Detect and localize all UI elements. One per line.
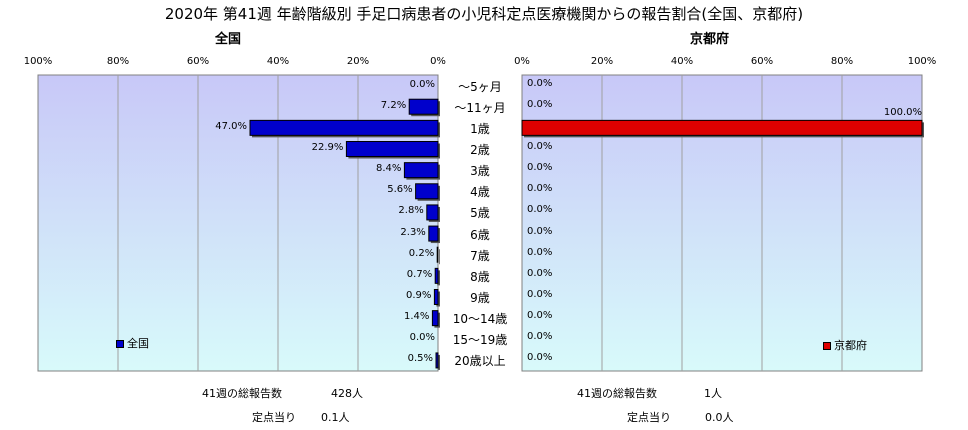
national-per-value: 0.1人 — [321, 411, 350, 424]
national-x-tick-label: 20% — [346, 56, 370, 67]
chart-title: 2020年 第41週 年齢階級別 手足口病患者の小児科定点医療機関からの報告割合… — [164, 5, 804, 23]
kyoto-per-value: 0.0人 — [705, 411, 734, 424]
category-label: 8歳 — [470, 269, 490, 284]
kyoto-total-value: 1人 — [704, 387, 722, 400]
kyoto-bar-value-label: 0.0% — [527, 204, 553, 216]
category-label: ～11ヶ月 — [454, 100, 506, 115]
category-label: 10～14歳 — [452, 312, 508, 327]
kyoto-per-label: 定点当り — [627, 411, 671, 424]
kyoto-x-tick-label: 60% — [750, 56, 774, 67]
national-bar-value-label: 47.0% — [215, 120, 247, 132]
category-label: 15～19歳 — [452, 333, 508, 348]
national-bar-value-label: 1.4% — [404, 311, 430, 323]
national-bar — [426, 204, 439, 221]
national-bar-value-label: 8.4% — [376, 163, 402, 175]
national-per-label: 定点当り — [252, 411, 296, 424]
national-bar-value-label: 2.3% — [400, 226, 426, 238]
national-bar-value-label: 7.2% — [380, 99, 407, 111]
national-bar — [436, 246, 439, 263]
kyoto-x-tick-label: 100% — [907, 56, 937, 67]
national-legend-label: 全国 — [127, 337, 149, 350]
national-bar — [431, 310, 439, 327]
kyoto-bar-value-label: 0.0% — [527, 267, 553, 279]
national-bar — [415, 183, 439, 200]
kyoto-x-tick-label: 20% — [590, 56, 614, 67]
national-total-value: 428人 — [331, 387, 363, 400]
national-bar-shadow — [438, 354, 440, 370]
national-bar-value-label: 5.6% — [387, 184, 413, 196]
national-x-tick-label: 0% — [430, 56, 446, 67]
national-bar — [433, 289, 439, 305]
kyoto-bar-value-label: 0.0% — [527, 162, 553, 174]
national-x-tick-label: 100% — [23, 56, 53, 67]
national-bar — [249, 119, 439, 136]
kyoto-x-tick-label: 0% — [514, 56, 530, 67]
kyoto-bar-value-label: 0.0% — [527, 183, 553, 195]
kyoto-bar-value-label: 100.0% — [883, 107, 922, 119]
category-label: 9歳 — [470, 291, 490, 305]
kyoto-bar-value-label: 0.0% — [527, 77, 553, 89]
kyoto-bar-value-label: 0.0% — [527, 289, 553, 300]
category-label: 3歳 — [470, 164, 490, 179]
category-label: 6歳 — [470, 227, 490, 242]
category-label: ～5ヶ月 — [458, 79, 502, 94]
national-bar-value-label: 2.8% — [398, 205, 424, 217]
kyoto-plot-area — [521, 74, 923, 372]
kyoto-bar-value-label: 0.0% — [527, 352, 553, 364]
kyoto-legend-label: 京都府 — [834, 339, 867, 352]
national-bar-value-label: 0.7% — [406, 268, 433, 280]
kyoto-total-label: 41週の総報告数 — [577, 387, 657, 400]
category-label: 2歳 — [470, 143, 490, 157]
kyoto-bar-value-label: 0.0% — [527, 225, 553, 237]
category-label: 5歳 — [470, 206, 490, 221]
national-legend-swatch — [116, 340, 124, 348]
national-bar-value-label: 0.5% — [407, 353, 433, 365]
kyoto-bar-value-label: 0.0% — [527, 98, 553, 110]
national-bar-shadow — [439, 249, 440, 265]
category-label: 7歳 — [470, 248, 490, 263]
kyoto-bar-value-label: 0.0% — [527, 141, 553, 152]
national-x-tick-label: 60% — [186, 56, 210, 67]
kyoto-legend-swatch — [823, 342, 831, 350]
kyoto-panel-title: 京都府 — [690, 32, 730, 47]
national-x-tick-label: 80% — [106, 56, 130, 67]
national-bar — [428, 225, 439, 242]
kyoto-bar — [521, 119, 923, 136]
national-panel-title: 全国 — [215, 32, 242, 47]
national-total-label: 41週の総報告数 — [202, 387, 282, 400]
national-bar — [345, 141, 439, 157]
national-x-tick-label: 40% — [266, 56, 290, 67]
national-bar-value-label: 22.9% — [311, 142, 344, 153]
national-bar-value-label: 0.9% — [406, 290, 432, 301]
national-bar — [408, 98, 439, 115]
national-bar-shadow — [437, 270, 440, 286]
national-bar-value-label: 0.0% — [409, 78, 435, 90]
kyoto-x-tick-label: 40% — [670, 56, 694, 67]
national-legend: 全国 — [116, 335, 149, 351]
kyoto-bar-value-label: 0.0% — [527, 310, 553, 322]
national-plot-area — [37, 74, 439, 372]
category-label: 1歳 — [470, 121, 490, 136]
national-bar-value-label: 0.2% — [408, 247, 435, 259]
national-bar — [434, 267, 439, 284]
kyoto-x-tick-label: 80% — [830, 56, 854, 67]
national-bar — [403, 162, 439, 179]
category-label: 20歳以上 — [454, 354, 506, 369]
kyoto-legend: 京都府 — [823, 337, 867, 353]
kyoto-bar-value-label: 0.0% — [527, 246, 553, 258]
national-bar — [435, 352, 439, 369]
kyoto-bar-value-label: 0.0% — [527, 331, 553, 343]
category-label: 4歳 — [470, 185, 490, 200]
national-bar-value-label: 0.0% — [409, 332, 435, 344]
